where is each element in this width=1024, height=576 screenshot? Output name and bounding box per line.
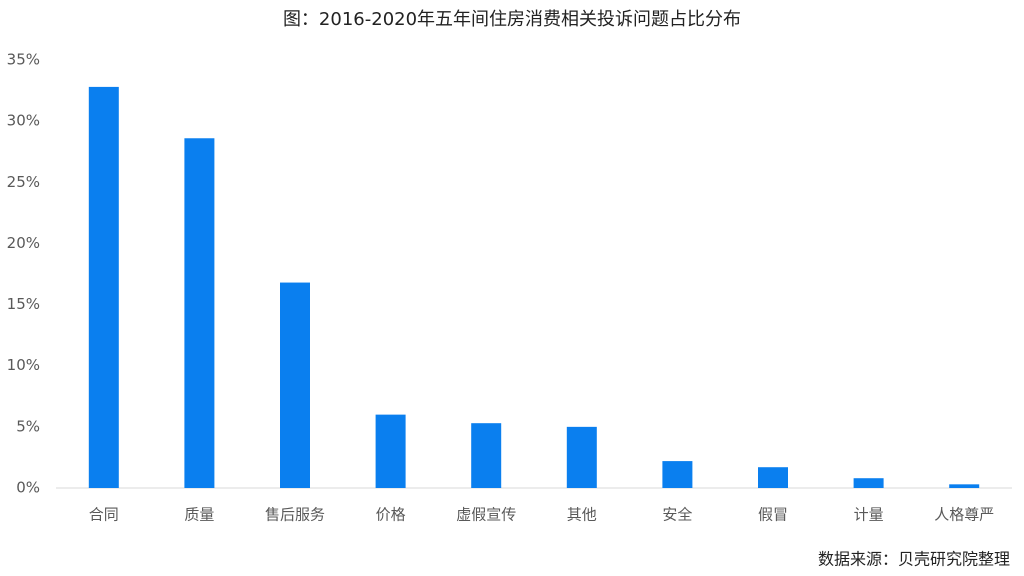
y-tick-label: 30% [7,112,40,130]
y-tick-label: 15% [7,295,40,313]
x-tick-label: 虚假宣传 [456,506,516,524]
y-tick-label: 5% [16,417,40,435]
bar [280,282,310,488]
y-tick-label: 35% [7,51,40,69]
x-tick-label: 其他 [567,506,597,524]
x-tick-label: 价格 [376,506,406,524]
bar [184,138,215,488]
chart-title: 图：2016-2020年五年间住房消费相关投诉问题占比分布 [283,9,741,30]
bar [758,467,788,488]
bar [375,414,406,488]
bar [949,484,980,488]
x-tick-label: 合同 [89,506,119,524]
y-tick-label: 10% [7,356,40,374]
x-tick-label: 人格尊严 [934,506,994,524]
x-tick-label: 假冒 [758,506,788,524]
y-tick-label: 0% [16,479,40,497]
bar [471,423,502,488]
bar [853,478,884,488]
x-tick-label: 售后服务 [265,506,325,524]
y-tick-label: 25% [7,173,40,191]
bar [566,426,597,488]
x-tick-label: 计量 [854,506,884,524]
source-note: 数据来源：贝壳研究院整理 [818,550,1010,569]
bar [662,461,693,488]
bar [88,86,119,488]
x-tick-label: 质量 [184,506,214,524]
x-tick-label: 安全 [662,506,692,524]
y-tick-label: 20% [7,234,40,252]
